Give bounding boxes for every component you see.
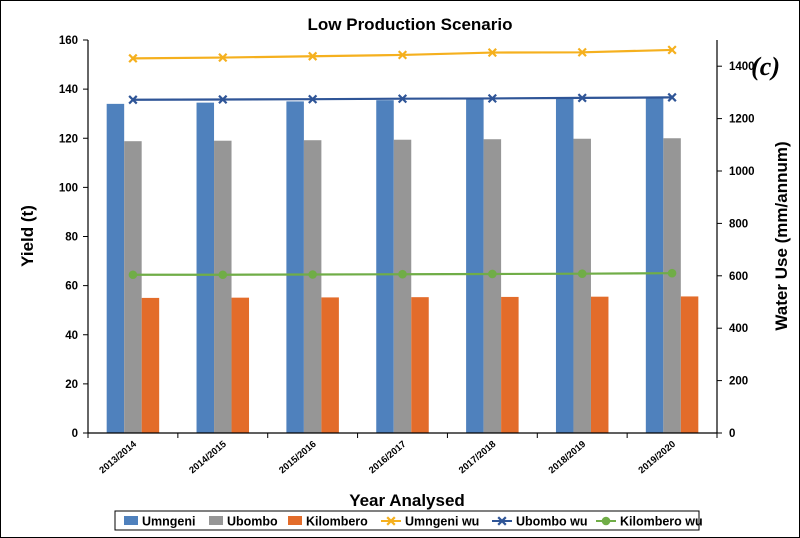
bar-umngeni (466, 98, 484, 433)
legend-umngeni-swatch (124, 516, 138, 525)
bar-ubombo (393, 139, 412, 433)
x-tick-label: 2015/2016 (277, 439, 318, 476)
point-ubombo-wu (128, 95, 138, 105)
point-kilombero-wu (308, 270, 317, 279)
x-tick-label: 2018/2019 (547, 439, 588, 476)
bar-ubombo (303, 140, 322, 433)
y-tick-label: 140 (59, 84, 78, 96)
point-umngeni-wu (667, 45, 677, 55)
legend-kilombero-label: Kilombero (306, 515, 368, 529)
bar-umngeni (555, 97, 574, 434)
y2-tick-label: 800 (729, 218, 748, 230)
y2-tick-label: 1200 (729, 114, 755, 126)
y-tick-label: 20 (65, 379, 78, 391)
legend-ubombo-wu-label: Ubombo wu (516, 515, 588, 529)
legend-kilombero-wu-marker (601, 516, 611, 526)
bar-kilombero (680, 296, 699, 433)
plot-area: 0 20 40 60 80 100 120 140 160 0 200 400 600 800 1000 12… (59, 35, 755, 476)
point-kilombero-wu (488, 269, 497, 279)
bar-kilombero (141, 297, 160, 433)
y-tick-label: 160 (59, 35, 78, 47)
bar-kilombero (501, 296, 519, 433)
y-tick-label: 60 (65, 281, 78, 293)
bar-umngeni (376, 100, 394, 433)
bar-kilombero (231, 297, 250, 433)
x-tick-label: 2014/2015 (187, 438, 229, 476)
y-axis-label: Yield (t) (18, 205, 37, 267)
point-ubombo-wu (308, 94, 318, 104)
legend-umngeni-wu-marker (386, 516, 396, 526)
legend-kilombero-swatch (288, 516, 302, 525)
y2-tick-label: 600 (729, 271, 748, 283)
point-umngeni-wu (577, 47, 587, 57)
y-tick-label: 40 (65, 330, 78, 342)
y2-tick-label: 200 (729, 376, 748, 388)
point-umngeni-wu (308, 51, 318, 61)
bar-ubombo (483, 139, 502, 434)
point-kilombero-wu (577, 269, 587, 279)
y-tick-label: 0 (72, 428, 78, 440)
bar-kilombero (321, 297, 339, 433)
legend-ubombo-label: Ubombo (227, 515, 278, 529)
bar-umngeni (106, 103, 125, 434)
bar-umngeni (645, 96, 664, 434)
point-ubombo-wu (577, 93, 587, 103)
y2-axis-label: Water Use (mm/annum) (772, 141, 791, 330)
legend-ubombo-swatch (209, 516, 223, 525)
bar-ubombo (573, 138, 591, 433)
bar-kilombero (590, 296, 609, 433)
y-tick-label: 100 (59, 182, 78, 194)
point-ubombo-wu (487, 93, 497, 104)
point-kilombero-wu (218, 270, 228, 280)
chart-title: Low Production Scenario (308, 15, 513, 34)
point-kilombero-wu (667, 268, 677, 278)
bar-umngeni (286, 101, 304, 433)
bar-umngeni (196, 102, 215, 434)
point-umngeni-wu (218, 52, 228, 63)
y2-tick-label: 1400 (729, 61, 755, 73)
bar-kilombero (411, 297, 429, 433)
y-tick-label: 120 (59, 133, 78, 145)
bar-ubombo (663, 138, 681, 433)
point-kilombero-wu (128, 270, 138, 280)
x-axis-label: Year Analysed (349, 491, 465, 510)
x-tick-label: 2019/2020 (637, 439, 678, 476)
y2-tick-label: 400 (729, 323, 748, 335)
legend-ubombo-wu-marker (497, 516, 507, 526)
legend-umngeni-label: Umngeni (142, 515, 195, 529)
point-ubombo-wu (397, 94, 408, 104)
legend: Umngeni Ubombo Kilombero Umngeni wu Ubombo w… (114, 510, 703, 531)
y-tick-label: 80 (65, 232, 78, 244)
x-tick-label: 2016/2017 (367, 439, 408, 476)
point-umngeni-wu (128, 53, 138, 63)
point-umngeni-wu (397, 50, 408, 60)
point-ubombo-wu (218, 94, 228, 105)
legend-umngeni-wu-label: Umngeni wu (405, 515, 479, 529)
x-tick-label: 2013/2014 (97, 438, 139, 476)
point-umngeni-wu (487, 47, 497, 58)
y2-tick-label: 1000 (729, 166, 755, 178)
point-kilombero-wu (398, 269, 407, 279)
panel-label: (c) (751, 52, 780, 81)
legend-box (114, 510, 700, 531)
bar-ubombo (214, 140, 232, 434)
legend-kilombero-wu-label: Kilombero wu (620, 515, 703, 529)
point-ubombo-wu (667, 92, 677, 102)
y2-tick-label: 0 (729, 428, 735, 440)
x-tick-label: 2017/2018 (457, 439, 498, 476)
bar-ubombo (124, 141, 142, 433)
